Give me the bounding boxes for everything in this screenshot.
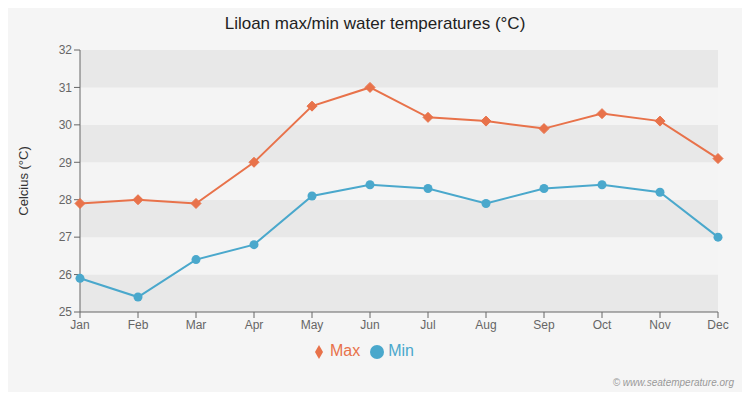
svg-text:30: 30 (59, 118, 73, 132)
svg-text:Feb: Feb (128, 318, 149, 332)
html-text:© www.seatemperature.org: © www.seatemperature.org (612, 377, 734, 388)
svg-text:Dec: Dec (707, 318, 728, 332)
svg-text:Jul: Jul (420, 318, 435, 332)
svg-text:Aug: Aug (475, 318, 496, 332)
svg-text:Sep: Sep (533, 318, 555, 332)
svg-text:27: 27 (59, 230, 73, 244)
svg-text:31: 31 (59, 81, 73, 95)
svg-text:Jan: Jan (70, 318, 89, 332)
html-text:Max: Max (330, 342, 361, 359)
svg-text:28: 28 (59, 193, 73, 207)
svg-text:Mar: Mar (186, 318, 207, 332)
svg-text:Celcius (°C): Celcius (°C) (16, 146, 31, 215)
svg-text:32: 32 (59, 43, 73, 57)
html-text:Liloan max/min water temperatu: Liloan max/min water temperatures (°C) (224, 14, 526, 33)
svg-text:29: 29 (59, 156, 73, 170)
svg-text:Jun: Jun (360, 318, 379, 332)
svg-text:25: 25 (59, 305, 73, 319)
svg-text:26: 26 (59, 268, 73, 282)
html-text:Min: Min (388, 342, 414, 359)
svg-text:Apr: Apr (245, 318, 264, 332)
svg-text:Oct: Oct (593, 318, 612, 332)
svg-text:Nov: Nov (649, 318, 670, 332)
svg-text:May: May (301, 318, 324, 332)
